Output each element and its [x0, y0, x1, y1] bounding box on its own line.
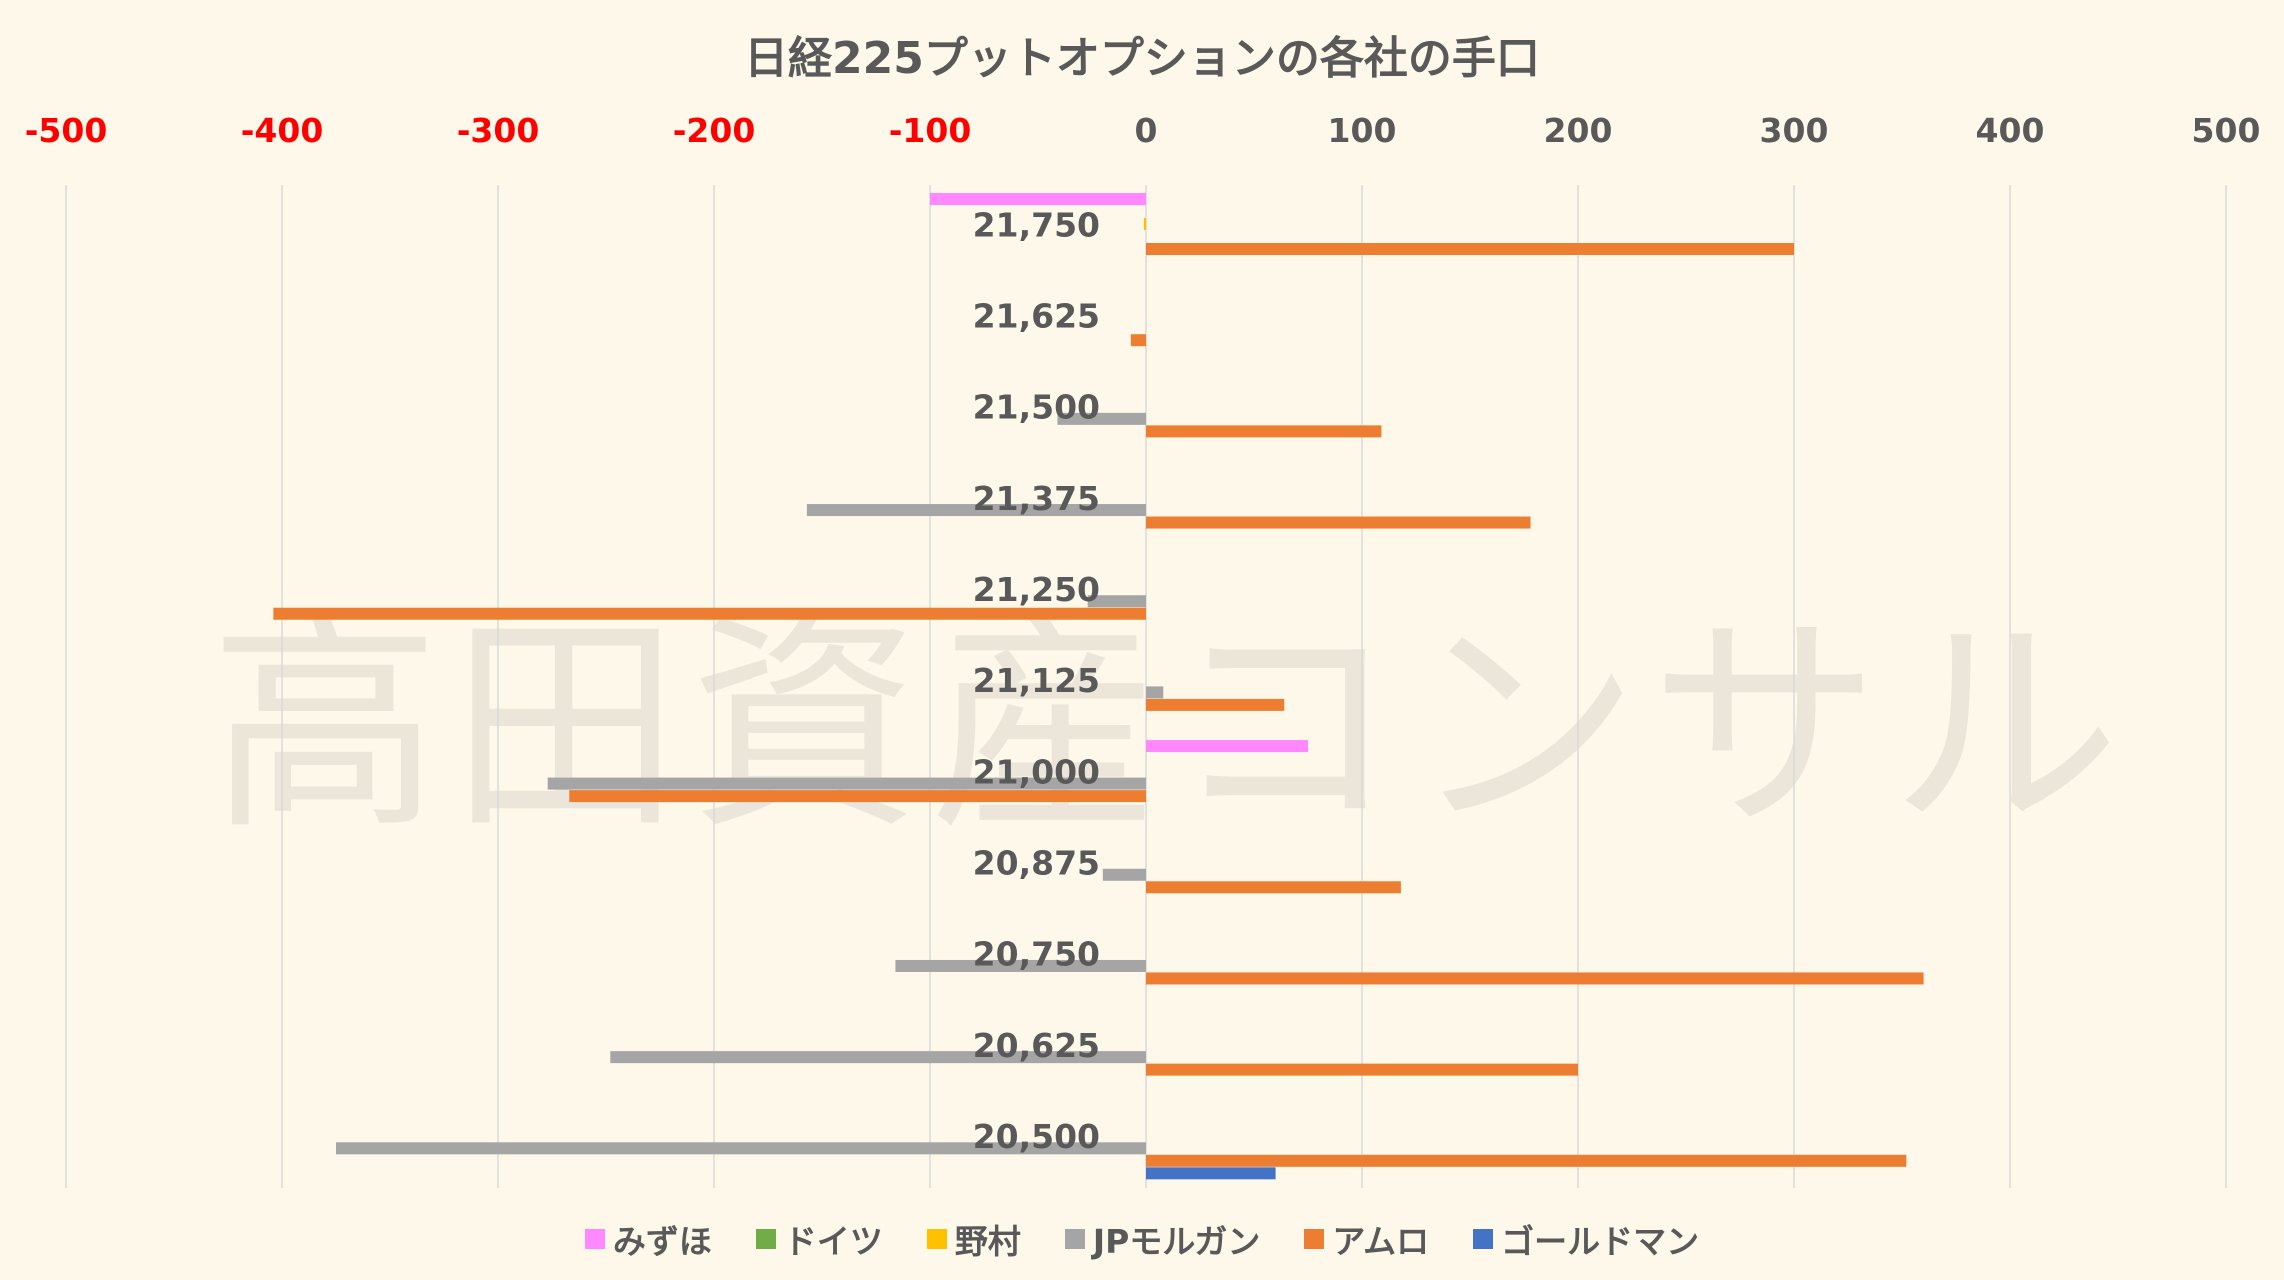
- legend-item: ゴールドマン: [1473, 1215, 1699, 1263]
- x-tick-label: -100: [889, 111, 972, 150]
- bar: [336, 1142, 1146, 1155]
- category-label: 21,375: [973, 479, 1100, 518]
- x-tick-label: 400: [1976, 111, 2045, 150]
- x-tick-label: 100: [1328, 111, 1397, 150]
- category-label: 21,250: [973, 570, 1100, 609]
- category-label: 21,125: [973, 661, 1100, 700]
- watermark-text: 高田資産コンサル: [210, 594, 2131, 861]
- legend-label: JPモルガン: [1092, 1222, 1261, 1261]
- x-tick-label: -400: [241, 111, 324, 150]
- legend-item: ドイツ: [755, 1215, 883, 1263]
- legend-swatch: [755, 1229, 776, 1249]
- legend-item: JPモルガン: [1064, 1215, 1261, 1263]
- legend-item: みずほ: [584, 1215, 712, 1263]
- category-label: 21,000: [973, 752, 1100, 791]
- x-tick-label: -300: [457, 111, 540, 150]
- bar: [273, 607, 1146, 620]
- x-tick-label: 500: [2192, 111, 2261, 150]
- bar: [1146, 1063, 1578, 1076]
- legend-swatch: [926, 1229, 947, 1249]
- bar: [895, 959, 1146, 972]
- category-label: 21,500: [973, 388, 1100, 427]
- bar: [1087, 595, 1146, 608]
- legend-label: ドイツ: [783, 1222, 883, 1261]
- bar: [1146, 1167, 1276, 1180]
- legend: みずほ ドイツ 野村 JPモルガン アムロ ゴールドマン: [0, 1215, 2284, 1263]
- category-label: 20,875: [973, 844, 1100, 883]
- legend-item: アムロ: [1304, 1215, 1429, 1263]
- x-tick-label: 0: [1135, 111, 1158, 150]
- chart-title: 日経225プットオプションの各社の手口: [744, 33, 1540, 84]
- legend-label: アムロ: [1332, 1222, 1430, 1261]
- bar: [1146, 740, 1308, 753]
- bar: [1146, 881, 1401, 894]
- bar: [1130, 334, 1146, 347]
- bar: [1146, 425, 1382, 438]
- legend-item: 野村: [926, 1215, 1021, 1263]
- bar: [1146, 516, 1531, 529]
- legend-label: みずほ: [612, 1222, 712, 1261]
- legend-label: ゴールドマン: [1501, 1222, 1700, 1261]
- category-label: 20,625: [973, 1026, 1100, 1065]
- x-tick-label: 300: [1760, 111, 1829, 150]
- bar: [1146, 686, 1164, 699]
- legend-swatch: [1304, 1229, 1325, 1249]
- bar: [930, 193, 1146, 205]
- legend-label: 野村: [954, 1222, 1021, 1261]
- bar: [1146, 698, 1285, 711]
- bar: [569, 790, 1146, 803]
- x-tick-label: -200: [673, 111, 756, 150]
- bar: [1146, 243, 1794, 255]
- bar: [1146, 1154, 1907, 1167]
- category-label: 20,500: [973, 1117, 1100, 1156]
- x-tick-label: 200: [1544, 111, 1613, 150]
- category-label: 21,625: [973, 296, 1100, 335]
- bar: [610, 1051, 1146, 1064]
- bar: [806, 504, 1146, 517]
- bar: [1146, 972, 1924, 985]
- category-label: 21,750: [973, 205, 1100, 244]
- bar: [547, 777, 1146, 790]
- x-tick-label: -500: [25, 111, 108, 150]
- legend-swatch: [1064, 1229, 1085, 1249]
- legend-swatch: [584, 1229, 605, 1249]
- legend-swatch: [1473, 1229, 1494, 1249]
- bar: [1102, 868, 1146, 881]
- bar: [1057, 412, 1146, 425]
- chart-plot: -500 -400 -300 -200 -100 0 100 200 300 400 500 21,7…: [25, 111, 2261, 1188]
- bar: [1143, 218, 1146, 230]
- category-label: 20,750: [973, 935, 1100, 974]
